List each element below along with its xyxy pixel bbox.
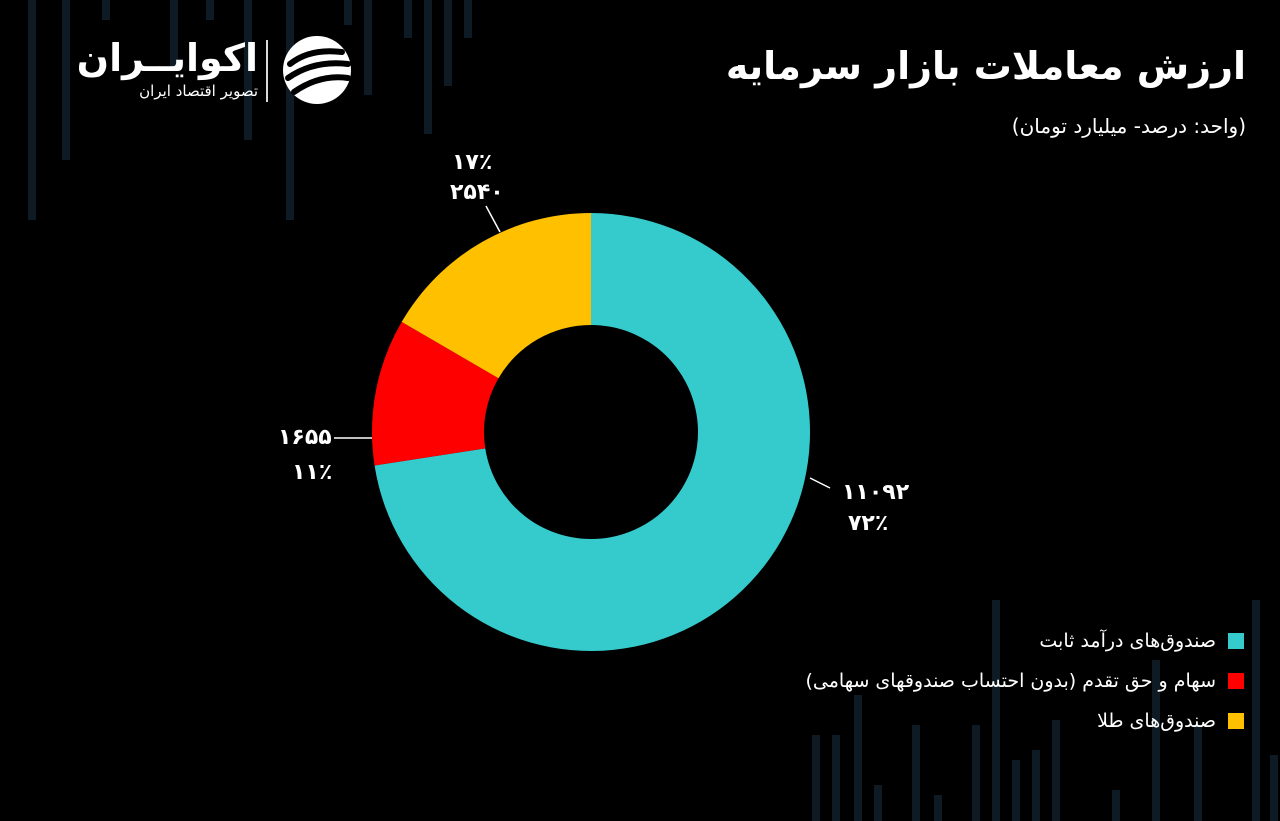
chart-unit-subtitle: (واحد: درصد- میلیارد تومان): [1011, 114, 1246, 138]
legend-label-gold: صندوق‌های طلا: [1097, 710, 1216, 732]
decorative-bar: [344, 0, 352, 25]
decorative-bar: [854, 695, 862, 821]
slice-fixed-income: [374, 213, 810, 652]
legend-item-gold: صندوق‌های طلا: [724, 710, 1244, 750]
decorative-bar: [832, 735, 840, 821]
decorative-bar: [424, 0, 432, 134]
brand-logo: اکوایــران تصویر اقتصاد ایران: [48, 34, 351, 106]
logo-tagline: تصویر اقتصاد ایران: [139, 82, 258, 100]
data-label-stocks-percent: ۱۱٪: [292, 460, 333, 485]
data-label-fixed-income-percent: ۷۲٪: [848, 511, 889, 536]
decorative-bar: [286, 0, 294, 220]
decorative-bar: [1270, 755, 1278, 821]
decorative-bar: [1012, 760, 1020, 821]
decorative-bar: [1052, 720, 1060, 821]
decorative-bar: [972, 725, 980, 821]
data-label-gold-percent: ۱۷٪: [452, 150, 493, 175]
slice-stocks: [371, 321, 499, 466]
legend-item-fixed-income: صندوق‌های درآمد ثابت: [724, 630, 1244, 670]
decorative-bar: [206, 0, 214, 20]
decorative-bar: [1152, 660, 1160, 821]
decorative-bar: [102, 0, 110, 20]
decorative-bar: [244, 0, 252, 140]
legend-swatch-gold: [1228, 713, 1244, 729]
slice-gold: [401, 213, 591, 379]
decorative-bar: [464, 0, 472, 38]
decorative-bar: [170, 0, 178, 70]
decorative-bar: [444, 0, 452, 86]
decorative-bar: [28, 0, 36, 220]
decorative-bar: [404, 0, 412, 38]
legend-item-stocks: سهام و حق تقدم (بدون احتساب صندوقهای سها…: [724, 670, 1244, 710]
chart-legend: صندوق‌های درآمد ثابت سهام و حق تقدم (بدو…: [724, 630, 1244, 750]
data-label-fixed-income-value: ۱۱۰۹۲: [842, 480, 910, 505]
leader-line-gold: [485, 205, 501, 233]
legend-swatch-stocks: [1228, 673, 1244, 689]
decorative-bar: [1194, 725, 1202, 821]
leader-line-fixed-income: [809, 477, 831, 489]
decorative-bar: [1112, 790, 1120, 821]
legend-swatch-fixed-income: [1228, 633, 1244, 649]
legend-label-fixed-income: صندوق‌های درآمد ثابت: [1039, 630, 1216, 652]
decorative-bar: [812, 735, 820, 821]
data-label-gold-value: ۲۵۴۰: [450, 180, 504, 205]
decorative-bar: [992, 600, 1000, 821]
decorative-bar: [364, 0, 372, 95]
decorative-bar: [62, 0, 70, 160]
decorative-bar: [912, 725, 920, 821]
logo-divider: [266, 40, 268, 102]
logo-mark-icon: [283, 36, 351, 104]
decorative-bar: [1252, 600, 1260, 821]
logo-name: اکوایــران: [76, 36, 258, 80]
legend-label-stocks: سهام و حق تقدم (بدون احتساب صندوقهای سها…: [805, 670, 1216, 692]
decorative-bar: [934, 795, 942, 821]
data-label-stocks-value: ۱۶۵۵: [278, 425, 332, 450]
decorative-bar: [1032, 750, 1040, 821]
chart-title: ارزش معاملات بازار سرمایه: [725, 44, 1246, 88]
decorative-bar: [874, 785, 882, 821]
